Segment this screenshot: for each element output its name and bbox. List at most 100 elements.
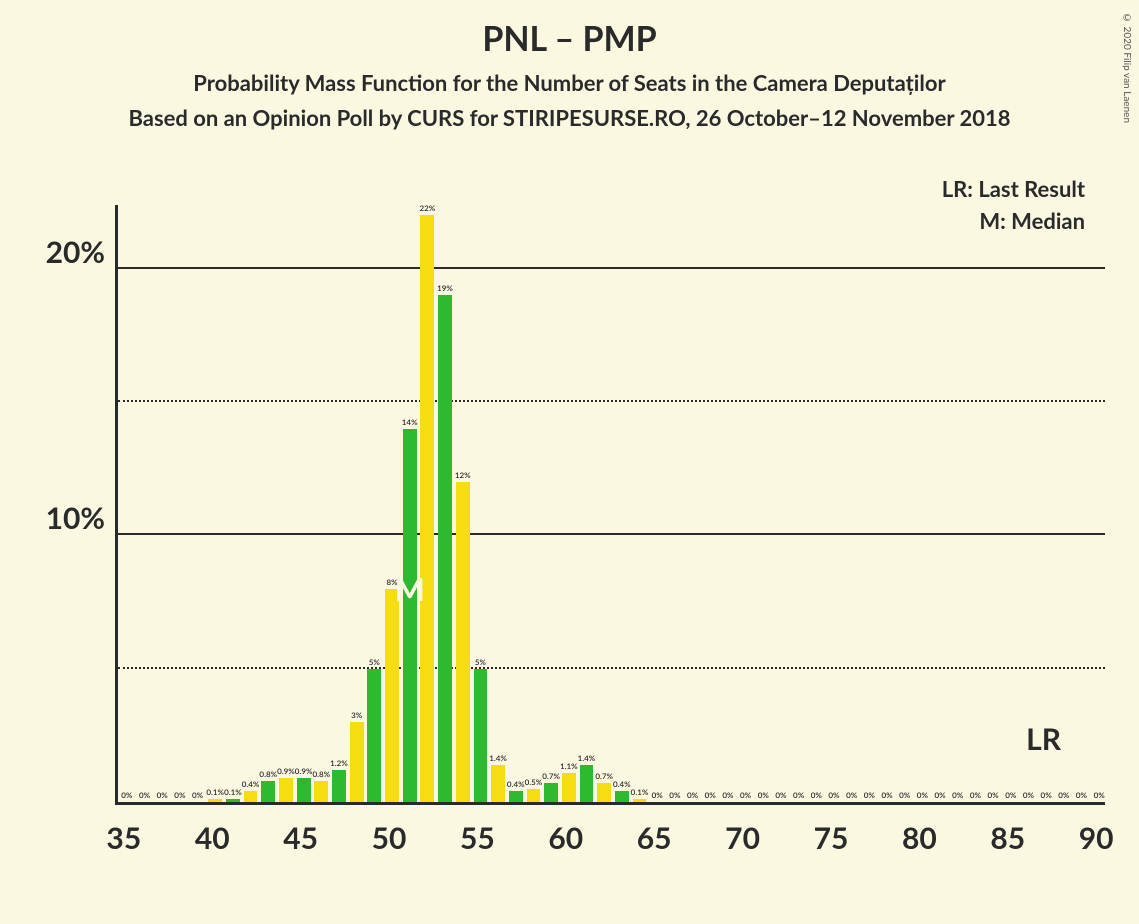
bar-value-label: 0.9% <box>295 766 313 776</box>
grid-line <box>118 533 1105 535</box>
bar-value-label: 0.7% <box>595 771 613 781</box>
y-axis-label: 20% <box>46 234 105 270</box>
bar <box>456 482 470 802</box>
bar-value-label: 0% <box>828 790 839 800</box>
bar <box>314 781 328 802</box>
x-axis-label: 70 <box>725 820 760 856</box>
bar-value-label: 0.5% <box>525 777 543 787</box>
chart-subtitle: Probability Mass Function for the Number… <box>0 69 1139 96</box>
bar-value-label: 0% <box>687 790 698 800</box>
bar-value-label: 0% <box>988 790 999 800</box>
bar-value-label: 0.7% <box>542 771 560 781</box>
chart-subtitle2: Based on an Opinion Poll by CURS for STI… <box>0 104 1139 131</box>
bar <box>297 778 311 802</box>
bar-value-label: 0% <box>139 790 150 800</box>
bar-value-label: 0% <box>846 790 857 800</box>
bar-value-label: 1.2% <box>330 758 348 768</box>
bar-value-label: 0.8% <box>312 769 330 779</box>
bar-value-label: 0% <box>1023 790 1034 800</box>
x-axis-label: 60 <box>548 820 583 856</box>
bar-value-label: 0% <box>881 790 892 800</box>
bar-value-label: 1.4% <box>489 753 507 763</box>
bar-value-label: 3% <box>351 710 362 720</box>
bar-value-label: 0% <box>970 790 981 800</box>
bar-value-label: 0% <box>157 790 168 800</box>
bar <box>509 791 523 802</box>
x-axis-label: 40 <box>195 820 230 856</box>
bar-value-label: 19% <box>437 283 453 293</box>
y-axis-label: 10% <box>46 500 105 536</box>
bar-value-label: 0.4% <box>507 779 525 789</box>
bar <box>474 669 488 802</box>
bar <box>491 765 505 802</box>
bar-value-label: 0.1% <box>631 787 649 797</box>
bar-value-label: 0% <box>1076 790 1087 800</box>
bar-value-label: 14% <box>402 417 418 427</box>
bar-value-label: 0% <box>740 790 751 800</box>
copyright-text: © 2020 Filip van Laenen <box>1121 12 1133 123</box>
bar-value-label: 0% <box>705 790 716 800</box>
bar <box>208 799 222 802</box>
bar <box>403 429 417 802</box>
bar-value-label: 22% <box>419 203 435 213</box>
last-result-marker: LR <box>1026 721 1061 757</box>
bar-value-label: 0% <box>1094 790 1105 800</box>
bar <box>367 669 381 802</box>
bar-value-label: 0% <box>192 790 203 800</box>
bar-value-label: 0% <box>1041 790 1052 800</box>
x-axis-label: 65 <box>637 820 672 856</box>
legend-lr: LR: Last Result <box>942 175 1085 202</box>
x-axis-label: 50 <box>372 820 407 856</box>
bar-value-label: 0% <box>934 790 945 800</box>
bar-value-label: 0% <box>652 790 663 800</box>
bar-value-label: 1.4% <box>578 753 596 763</box>
bar-value-label: 0.8% <box>259 769 277 779</box>
bar <box>633 799 647 802</box>
bar-value-label: 0% <box>811 790 822 800</box>
bar-value-label: 0% <box>121 790 132 800</box>
x-axis-label: 35 <box>106 820 141 856</box>
bar <box>438 295 452 802</box>
bar-value-label: 0.4% <box>242 779 260 789</box>
median-marker: M <box>395 569 425 608</box>
bar-value-label: 0% <box>917 790 928 800</box>
bar <box>615 791 629 802</box>
bar <box>580 765 594 802</box>
bar-value-label: 0.9% <box>277 766 295 776</box>
bar-value-label: 12% <box>455 470 471 480</box>
bar-value-label: 0% <box>1005 790 1016 800</box>
x-axis-label: 80 <box>902 820 937 856</box>
bar <box>597 783 611 802</box>
bar <box>261 781 275 802</box>
bar <box>562 773 576 802</box>
bar <box>244 791 258 802</box>
x-axis-label: 45 <box>283 820 318 856</box>
bar <box>527 789 541 802</box>
bar-value-label: 0% <box>758 790 769 800</box>
bar-value-label: 0% <box>174 790 185 800</box>
bar <box>385 589 399 802</box>
bar-value-label: 0.1% <box>206 787 224 797</box>
bar-value-label: 0.1% <box>224 787 242 797</box>
bar-value-label: 0% <box>793 790 804 800</box>
bar <box>332 770 346 802</box>
grid-line <box>118 667 1105 669</box>
plot-area: 0%0%0%0%0%0.1%0.1%0.4%0.8%0.9%0.9%0.8%1.… <box>115 205 1105 805</box>
chart-title: PNL – PMP <box>0 0 1139 59</box>
bar <box>226 799 240 802</box>
bar <box>350 722 364 802</box>
bar-value-label: 0% <box>722 790 733 800</box>
bar <box>420 215 434 802</box>
bar-value-label: 0% <box>864 790 875 800</box>
x-axis-label: 75 <box>814 820 849 856</box>
grid-line <box>118 400 1105 402</box>
bar-value-label: 1.1% <box>560 761 578 771</box>
bar-value-label: 0% <box>775 790 786 800</box>
bar <box>279 778 293 802</box>
chart-area: LR: Last Result M: Median 0%0%0%0%0%0.1%… <box>115 205 1105 805</box>
bar-value-label: 5% <box>369 657 380 667</box>
x-axis-label: 55 <box>460 820 495 856</box>
bar-value-label: 0% <box>1058 790 1069 800</box>
bar-value-label: 0% <box>669 790 680 800</box>
bar-value-label: 5% <box>475 657 486 667</box>
